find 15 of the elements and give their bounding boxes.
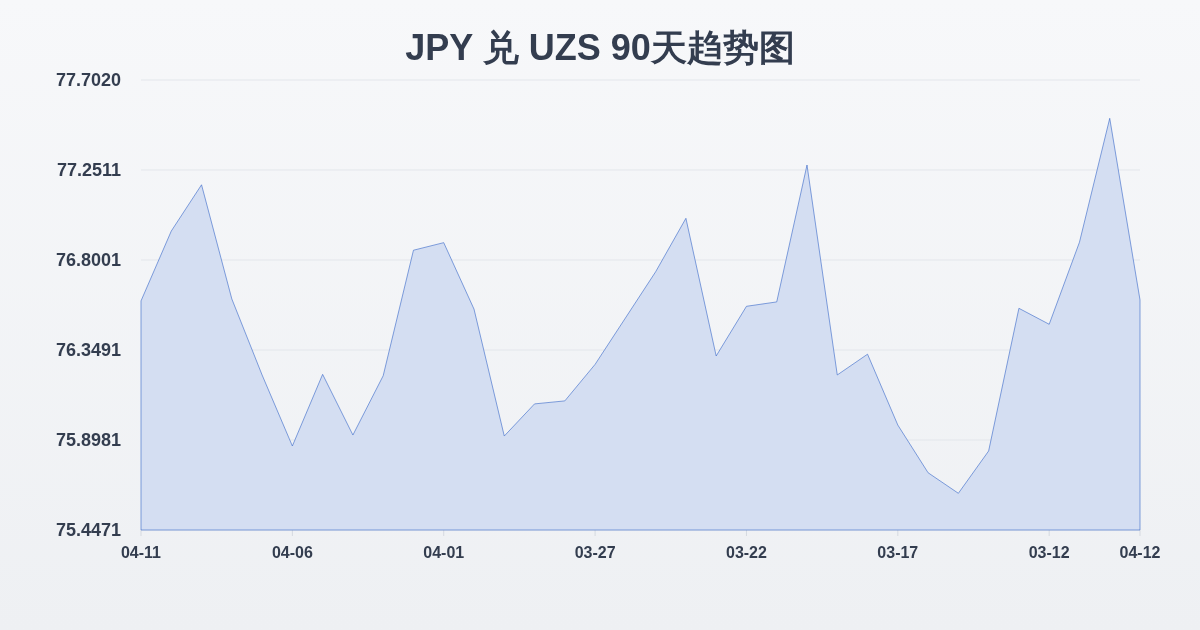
x-tick-label: 03-17 — [877, 544, 919, 561]
x-tick-label: 04-11 — [120, 544, 162, 561]
x-tick-label: 03-22 — [725, 544, 768, 561]
y-tick-label: 76.8001 — [55, 249, 121, 270]
y-tick-label: 77.7020 — [55, 70, 121, 90]
chart-title: JPY 兑 UZS 90天趋势图 — [405, 27, 795, 68]
x-tick-label: 04-12 — [1119, 544, 1161, 561]
y-tick-label: 76.3491 — [55, 339, 121, 360]
x-tick-label: 03-12 — [1028, 544, 1070, 561]
y-tick-label: 75.8981 — [55, 430, 121, 450]
x-tick-label: 04-01 — [423, 544, 465, 561]
x-tick-label: 03-27 — [574, 544, 616, 561]
y-tick-label: 77.2511 — [56, 159, 121, 180]
x-tick-label: 04-06 — [271, 544, 313, 561]
y-tick-label: 75.4471 — [55, 520, 121, 540]
